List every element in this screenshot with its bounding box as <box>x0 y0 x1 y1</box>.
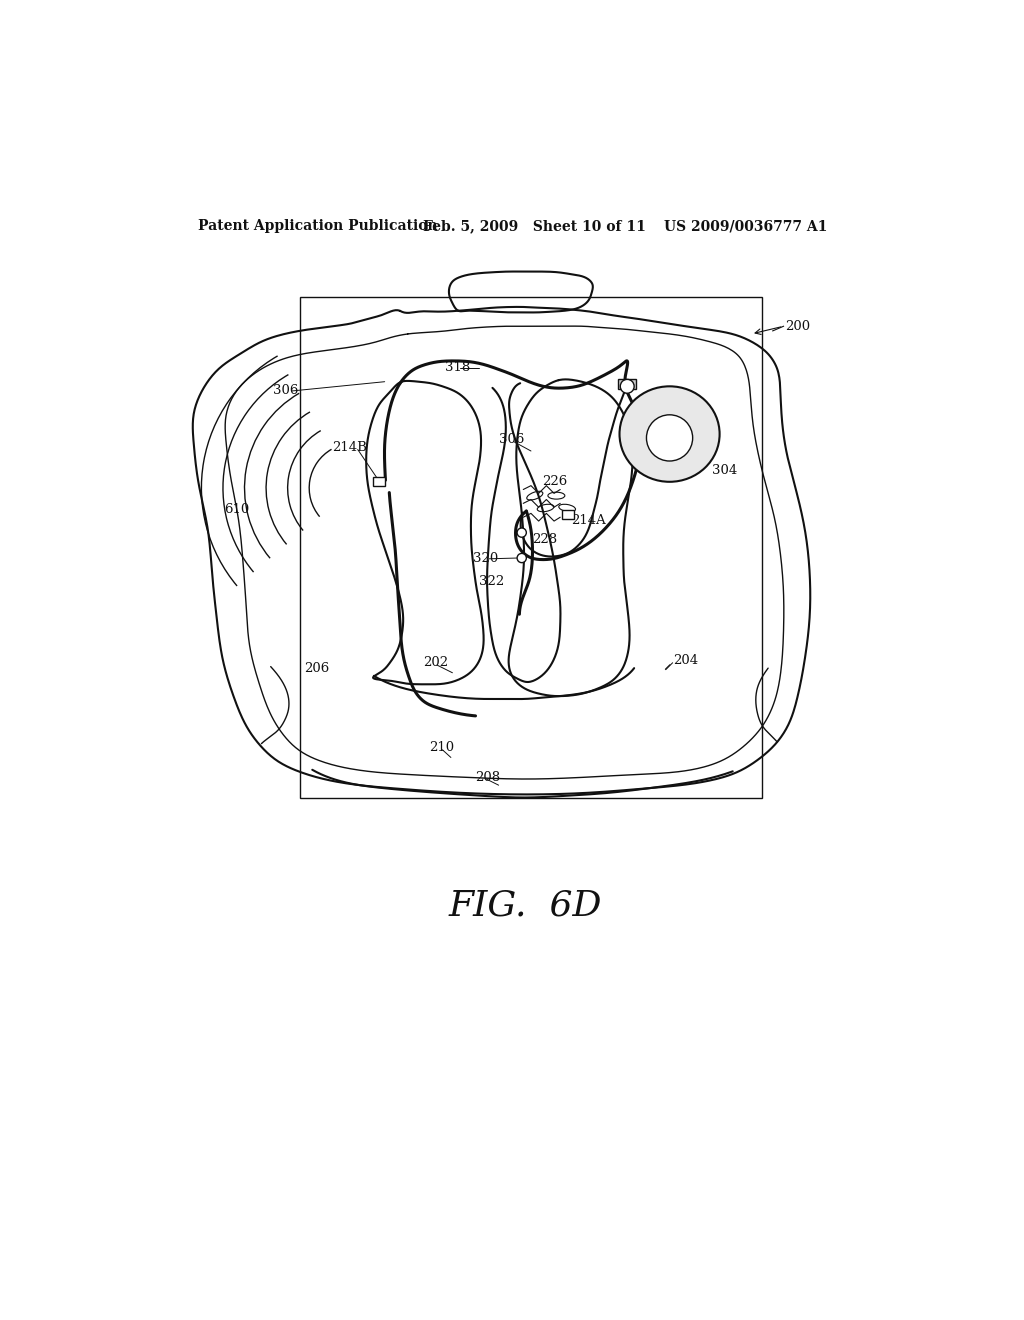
Text: 206: 206 <box>304 661 329 675</box>
Text: Feb. 5, 2009   Sheet 10 of 11: Feb. 5, 2009 Sheet 10 of 11 <box>423 219 646 234</box>
Ellipse shape <box>620 387 720 482</box>
Text: 226: 226 <box>543 475 567 488</box>
Text: 322: 322 <box>478 576 504 589</box>
Bar <box>617 379 637 388</box>
Text: 214A: 214A <box>571 513 606 527</box>
Text: 304: 304 <box>712 463 737 477</box>
Circle shape <box>621 379 634 393</box>
Text: 210: 210 <box>429 741 455 754</box>
Circle shape <box>646 414 692 461</box>
Text: 306: 306 <box>499 433 524 446</box>
Bar <box>373 478 385 487</box>
Circle shape <box>517 553 526 562</box>
Bar <box>300 297 762 797</box>
Text: 202: 202 <box>423 656 449 669</box>
Text: US 2009/0036777 A1: US 2009/0036777 A1 <box>665 219 827 234</box>
Text: 204: 204 <box>674 653 698 667</box>
Text: 200: 200 <box>785 319 810 333</box>
Text: 228: 228 <box>532 533 558 546</box>
Text: Patent Application Publication: Patent Application Publication <box>199 219 438 234</box>
Bar <box>562 510 574 519</box>
Text: 214B: 214B <box>333 441 368 454</box>
Text: 208: 208 <box>475 771 501 784</box>
Text: 320: 320 <box>473 552 499 565</box>
Text: 306: 306 <box>273 384 298 397</box>
Text: 610: 610 <box>224 503 250 516</box>
Text: 318: 318 <box>444 362 470 375</box>
Text: FIG.  6D: FIG. 6D <box>449 888 601 923</box>
Circle shape <box>517 528 526 537</box>
